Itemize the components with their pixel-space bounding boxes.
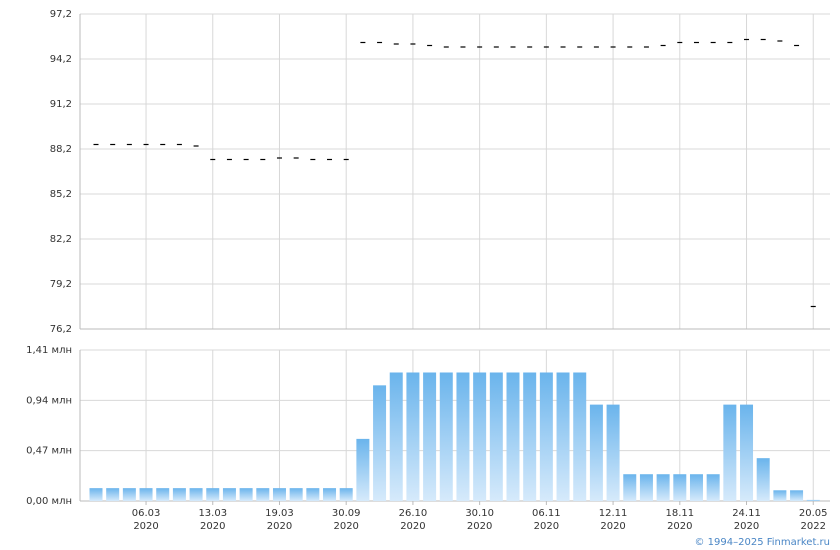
bar xyxy=(439,372,453,501)
bar xyxy=(523,372,537,501)
bar xyxy=(189,488,203,501)
x-tick-year: 2020 xyxy=(267,521,292,532)
y-tick-label: 85,2 xyxy=(50,189,72,200)
bar xyxy=(756,458,770,501)
bar xyxy=(506,372,520,501)
x-tick-label: 30.09 xyxy=(332,508,361,519)
bar xyxy=(139,488,153,501)
x-tick-year: 2020 xyxy=(467,521,492,532)
bar xyxy=(423,372,437,501)
x-tick-label: 18.11 xyxy=(665,508,694,519)
bar xyxy=(623,474,637,501)
bar xyxy=(790,490,804,501)
x-tick-label: 24.11 xyxy=(732,508,761,519)
bar xyxy=(339,488,353,501)
bar xyxy=(89,488,103,501)
x-tick-year: 2020 xyxy=(200,521,225,532)
bar xyxy=(222,488,236,501)
bar xyxy=(639,474,653,501)
bar xyxy=(239,488,253,501)
y-tick-label: 0,47 млн xyxy=(26,446,72,457)
y-tick-label: 79,2 xyxy=(50,279,72,290)
bar xyxy=(606,404,620,501)
x-tick-label: 26.10 xyxy=(399,508,428,519)
bar xyxy=(256,488,270,501)
bar xyxy=(473,372,487,501)
bar xyxy=(723,404,737,501)
x-tick-year: 2020 xyxy=(667,521,692,532)
bar xyxy=(806,499,820,501)
bar xyxy=(373,385,387,501)
x-tick-year: 2020 xyxy=(600,521,625,532)
bar xyxy=(122,488,136,501)
y-tick-label: 76,2 xyxy=(50,324,72,335)
y-tick-label: 88,2 xyxy=(50,144,72,155)
x-tick-label: 19.03 xyxy=(265,508,294,519)
bar xyxy=(556,372,570,501)
y-tick-label: 0,00 млн xyxy=(26,496,72,507)
bar xyxy=(489,372,503,501)
y-tick-label: 91,2 xyxy=(50,99,72,110)
bar xyxy=(656,474,670,501)
x-tick-year: 2020 xyxy=(534,521,559,532)
bar xyxy=(272,488,286,501)
x-tick-year: 2022 xyxy=(801,521,826,532)
bar xyxy=(306,488,320,501)
bar xyxy=(706,474,720,501)
bar xyxy=(573,372,587,501)
y-tick-label: 94,2 xyxy=(50,54,72,65)
x-tick-year: 2020 xyxy=(400,521,425,532)
x-tick-label: 30.10 xyxy=(465,508,494,519)
bar xyxy=(673,474,687,501)
y-tick-label: 97,2 xyxy=(50,9,72,20)
y-tick-label: 1,41 млн xyxy=(26,345,72,356)
bar xyxy=(773,490,787,501)
bar xyxy=(539,372,553,501)
bar xyxy=(589,404,603,501)
x-tick-label: 06.11 xyxy=(532,508,561,519)
x-tick-label: 12.11 xyxy=(599,508,628,519)
x-tick-year: 2020 xyxy=(734,521,759,532)
bar xyxy=(156,488,170,501)
bar xyxy=(172,488,186,501)
bar xyxy=(740,404,754,501)
bar xyxy=(323,488,337,501)
x-tick-year: 2020 xyxy=(133,521,158,532)
bar xyxy=(289,488,303,501)
footer: © 1994–2025 Finmarket.ru xyxy=(694,537,830,548)
y-tick-label: 82,2 xyxy=(50,234,72,245)
bar xyxy=(389,372,403,501)
bar xyxy=(206,488,220,501)
bar xyxy=(106,488,120,501)
bar xyxy=(356,438,370,501)
x-tick-label: 13.03 xyxy=(198,508,227,519)
x-tick-year: 2020 xyxy=(333,521,358,532)
x-tick-label: 20.05 xyxy=(799,508,828,519)
bar xyxy=(406,372,420,501)
bar xyxy=(689,474,703,501)
y-tick-label: 0,94 млн xyxy=(26,395,72,406)
bar xyxy=(456,372,470,501)
x-tick-label: 06.03 xyxy=(132,508,161,519)
